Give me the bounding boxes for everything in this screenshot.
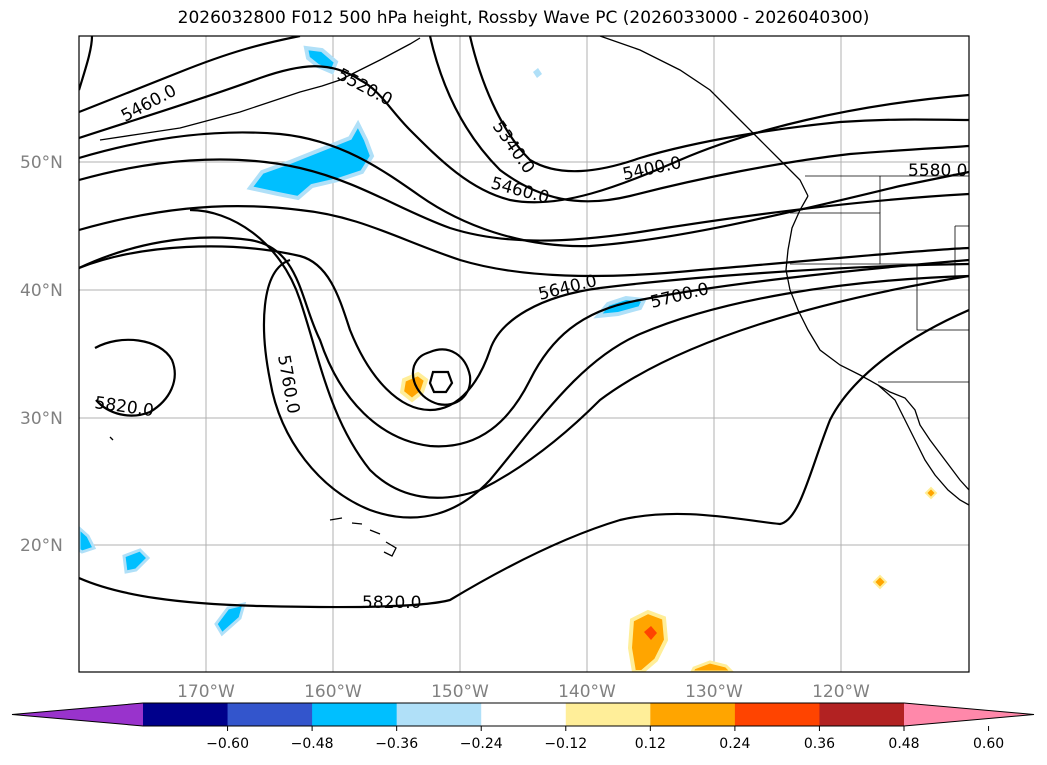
lat-label: 30°N	[20, 409, 63, 429]
colorbar-outline	[11, 702, 1035, 727]
contour-labels: 5460.0 5520.0 5340.0 5460.0 5400.0 5580.…	[93, 65, 967, 613]
colorbar-segment	[396, 703, 482, 726]
lat-label: 20°N	[20, 536, 63, 556]
colorbar-segment	[650, 703, 736, 726]
colorbar: −0.60 −0.48 −0.36 −0.24 −0.12 0.12 0.24 0.36 0.4…	[11, 702, 1035, 752]
longitude-labels: 170°W 160°W 150°W 140°W 130°W 120°W	[177, 682, 870, 702]
colorbar-segment	[227, 703, 313, 726]
contour-label: 5400.0	[621, 153, 683, 185]
colorbar-tick-label: 0.36	[804, 736, 835, 752]
negative-anomaly-patch	[303, 45, 339, 75]
contour-label: 5580.0	[908, 161, 967, 181]
colorbar-tick-label: 0.60	[973, 736, 1004, 752]
negative-anomaly-patch	[79, 525, 97, 554]
colorbar-tick-label: 0.48	[888, 736, 919, 752]
colorbar-extend-low	[12, 703, 143, 726]
lon-label: 140°W	[558, 682, 616, 702]
colorbar-tick-label: −0.24	[460, 736, 503, 752]
colorbar-extend-high	[904, 703, 1034, 726]
negative-anomaly-patch	[122, 548, 151, 574]
lon-label: 120°W	[812, 682, 870, 702]
latitude-labels: 50°N 40°N 30°N 20°N	[20, 153, 63, 556]
contour-label: 5820.0	[362, 593, 421, 613]
negative-anomaly-patch	[214, 601, 247, 637]
colorbar-segment	[565, 703, 651, 726]
negative-anomaly-patch	[246, 119, 375, 201]
height-contours	[79, 36, 969, 609]
colorbar-tick-label: −0.60	[206, 736, 249, 752]
positive-anomaly-patch	[644, 626, 657, 640]
colorbar-tick-label: 0.24	[719, 736, 750, 752]
contour-label: 5520.0	[334, 65, 396, 111]
contour-label: 5760.0	[273, 353, 303, 415]
lon-label: 160°W	[304, 682, 362, 702]
colorbar-segment	[481, 703, 567, 726]
lon-label: 150°W	[431, 682, 489, 702]
contour-label: 5700.0	[648, 279, 711, 313]
colorbar-tick-label: −0.12	[544, 736, 587, 752]
lon-label: 170°W	[177, 682, 235, 702]
colorbar-segment	[819, 703, 905, 726]
gridlines	[79, 36, 969, 672]
coastlines	[99, 36, 969, 557]
positive-anomaly-patch	[690, 660, 735, 672]
contour-label: 5460.0	[118, 81, 180, 127]
colorbar-segment	[143, 703, 229, 726]
colorbar-tick-label: −0.36	[375, 736, 418, 752]
map-frame	[78, 35, 970, 673]
map-title: 2026032800 F012 500 hPa height, Rossby W…	[177, 8, 870, 28]
contour-label: 5460.0	[489, 174, 552, 209]
lat-label: 40°N	[20, 281, 63, 301]
anomaly-patches	[79, 45, 938, 672]
positive-anomaly-patch	[627, 609, 669, 672]
lat-label: 50°N	[20, 153, 63, 173]
colorbar-segment	[312, 703, 398, 726]
colorbar-tick-label: −0.48	[291, 736, 334, 752]
colorbar-segment	[734, 703, 820, 726]
positive-anomaly-patch	[872, 574, 888, 590]
positive-anomaly-patch	[924, 486, 938, 500]
lon-label: 130°W	[685, 682, 743, 702]
colorbar-tick-label: 0.12	[635, 736, 666, 752]
contour-label: 5340.0	[488, 117, 539, 177]
contour-label: 5820.0	[93, 393, 155, 421]
negative-anomaly-patch	[533, 68, 542, 78]
